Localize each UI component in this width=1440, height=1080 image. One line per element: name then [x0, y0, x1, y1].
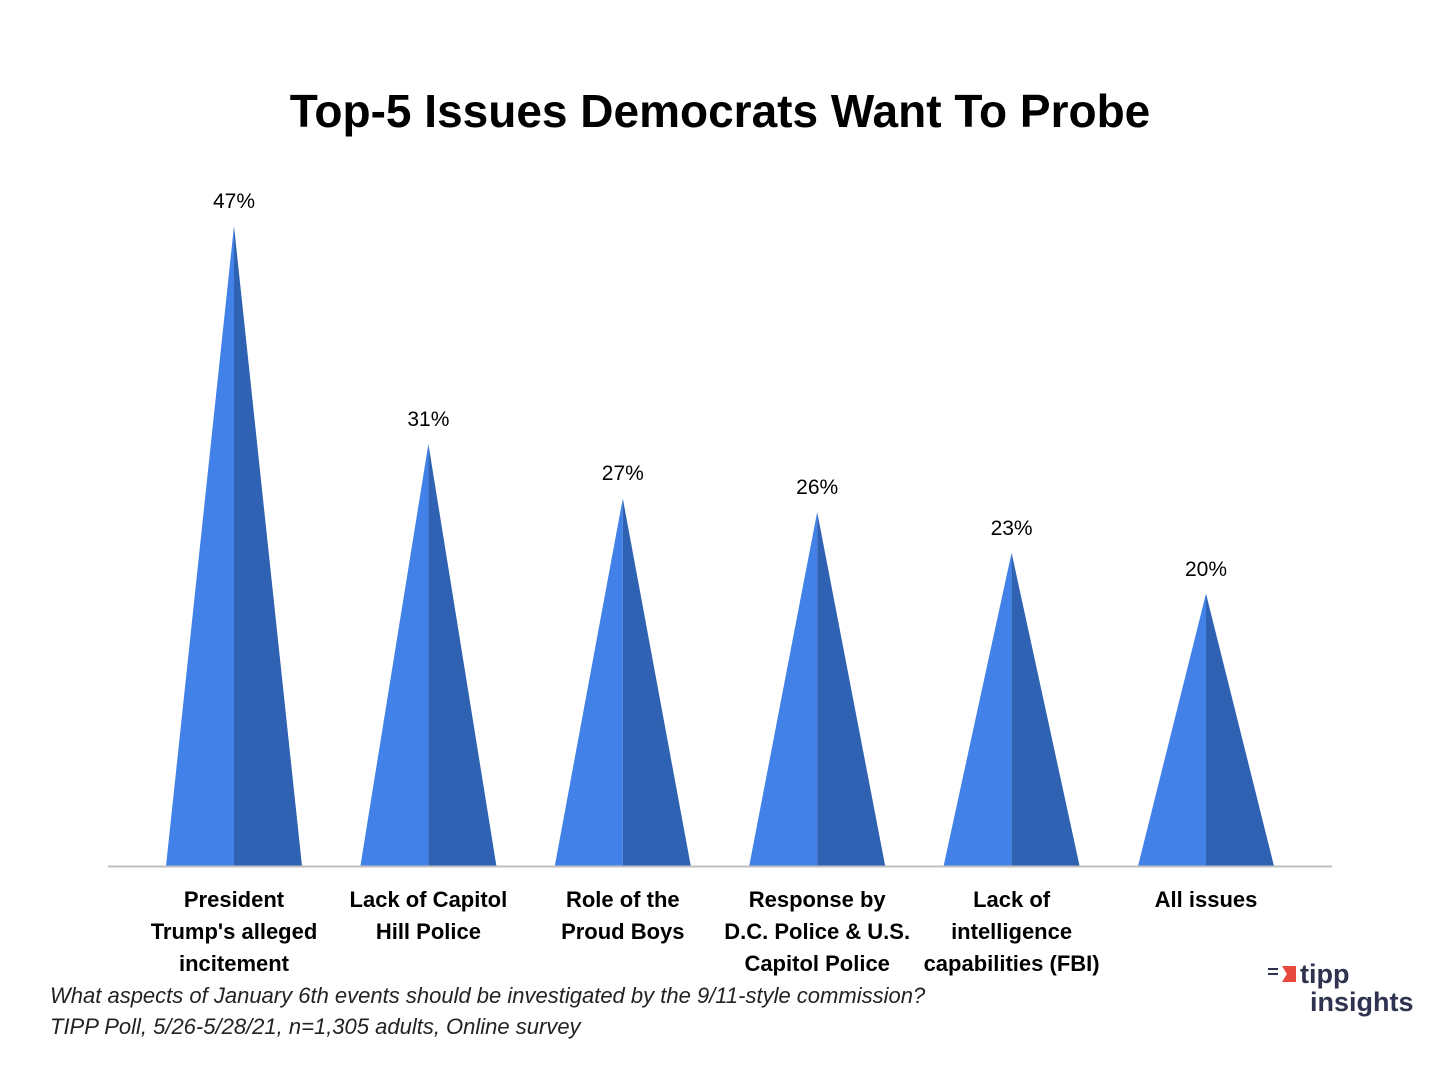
category-tick-label: Lack of intelligence capabilities (FBI) [919, 884, 1105, 980]
data-label: 20% [1184, 557, 1228, 581]
category-label-line: Role of the [565, 887, 680, 912]
category-tick-label: Role of the Proud Boys [530, 884, 716, 948]
category-tick-label: President Trump's alleged incitement [141, 884, 327, 980]
bar-cone [749, 511, 886, 866]
tipp-insights-logo: tipp insights [1268, 960, 1428, 1022]
bar-cone-dark-face [1206, 593, 1274, 866]
category-label-line: Lack of Capitol [349, 887, 508, 912]
category-label-line: Capitol Police [744, 951, 890, 976]
bar-cone [360, 443, 497, 866]
data-label: 26% [796, 475, 839, 499]
logo-flag-icon [1282, 966, 1296, 982]
category-label-line: incitement [178, 951, 290, 976]
footnote-source: TIPP Poll, 5/26-5/28/21, n=1,305 adults,… [50, 1014, 581, 1039]
chart-title: Top-5 Issues Democrats Want To Probe [289, 85, 1151, 137]
bar-cone-light-face [360, 443, 429, 866]
category-tick-label: All issues [1113, 884, 1299, 916]
bar-cone-light-face [749, 511, 818, 866]
category-label-line: Response by [748, 887, 886, 912]
category-label-line: Lack of [973, 887, 1051, 912]
category-label-line: D.C. Police & U.S. [724, 919, 911, 944]
data-label: 23% [990, 516, 1033, 540]
category-tick-label: Lack of Capitol Hill Police [335, 884, 521, 948]
category-label-line: Proud Boys [561, 919, 685, 944]
bar-cone-dark-face [234, 226, 302, 866]
bar-cone-light-face [1138, 593, 1206, 866]
category-label-line: President [183, 887, 285, 912]
category-label-line: capabilities (FBI) [923, 951, 1100, 976]
category-label-line: intelligence [951, 919, 1073, 944]
category-tick-label: Response by D.C. Police & U.S. Capitol Pol… [724, 884, 910, 980]
bar-cone-dark-face [817, 511, 886, 866]
category-label-line: Trump's alleged [150, 919, 318, 944]
bar-cone-dark-face [1011, 552, 1080, 866]
bar-cone [554, 498, 691, 866]
bar-cone-light-face [943, 552, 1012, 866]
category-label-line: Hill Police [375, 919, 481, 944]
bar-cone [166, 226, 302, 866]
bar-cone-light-face [166, 226, 234, 866]
footnote-question: What aspects of January 6th events shoul… [50, 983, 926, 1008]
bar-cone [1138, 593, 1274, 866]
bar-cone-dark-face [622, 498, 691, 866]
logo-text-line2: insights [1310, 987, 1414, 1017]
data-label: 27% [601, 462, 644, 486]
logo-rays-icon [1268, 968, 1278, 980]
bar-cone [943, 552, 1080, 866]
data-label: 31% [407, 407, 450, 431]
bar-cone-light-face [554, 498, 623, 866]
category-label-line: All issues [1154, 887, 1258, 912]
logo-text-line1: tipp [1300, 959, 1350, 989]
bar-cone-dark-face [428, 443, 497, 866]
data-label: 47% [212, 190, 256, 213]
